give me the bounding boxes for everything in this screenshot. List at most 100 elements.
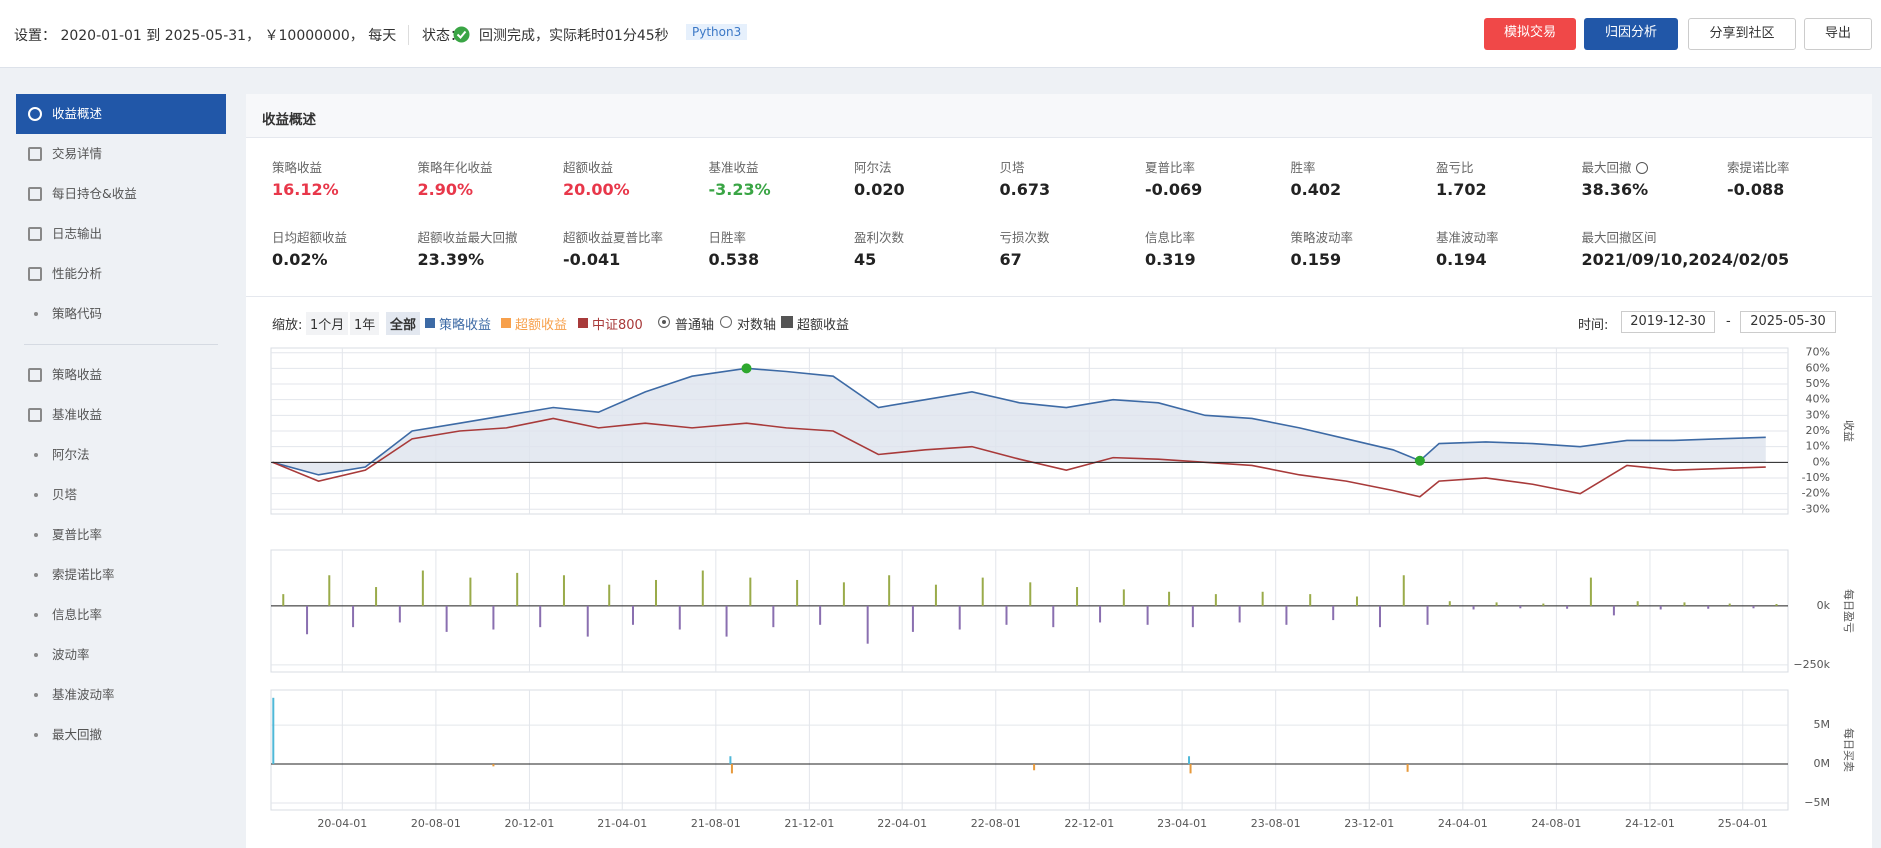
nav-item[interactable]: 性能分析 [16, 254, 226, 294]
bar [772, 605, 775, 628]
nav-item[interactable]: 波动率 [16, 635, 226, 675]
nav-item[interactable]: 策略代码 [16, 294, 226, 334]
x-tick-label: 22-04-01 [877, 817, 927, 830]
status: 回测完成，实际耗时01分45秒 [479, 28, 669, 44]
bar [1005, 605, 1008, 625]
bar [1052, 605, 1055, 628]
nav-item[interactable]: 基准收益 [16, 395, 226, 435]
nav-icon [28, 187, 42, 201]
help-icon[interactable] [1635, 162, 1648, 174]
metric-label: 阿尔法 [854, 160, 892, 175]
bar [1775, 604, 1778, 606]
bar [1214, 594, 1217, 606]
zoom-button[interactable]: 1个月 [306, 312, 349, 335]
nav-item[interactable]: 信息比率 [16, 595, 226, 635]
bar [398, 605, 401, 623]
nav-item[interactable]: 夏普比率 [16, 515, 226, 555]
attribution-button[interactable]: 归因分析 [1584, 18, 1678, 50]
bar [375, 587, 378, 606]
nav-icon [28, 107, 42, 121]
bar [866, 605, 869, 644]
bar [1033, 764, 1036, 771]
nav-item[interactable]: 收益概述 [16, 94, 226, 134]
status-label: 状态： [422, 28, 464, 44]
share-button[interactable]: 分享到社区 [1688, 18, 1796, 50]
bar [516, 572, 519, 606]
legend-label[interactable]: 策略收益 [439, 318, 492, 333]
nav-icon [34, 653, 38, 657]
sim-button[interactable]: 模拟交易 [1484, 18, 1576, 50]
metric-label: 日胜率 [708, 230, 747, 245]
metric-value: 38.36% [1581, 180, 1649, 199]
nav-item[interactable]: 贝塔 [16, 475, 226, 515]
y-tick-label: 70% [1806, 346, 1830, 359]
x-tick-label: 20-08-01 [411, 817, 461, 830]
metric-label: 胜率 [1290, 160, 1316, 175]
export-button[interactable]: 导出 [1804, 18, 1872, 50]
x-tick-label: 24-08-01 [1531, 817, 1581, 830]
metric-label: 盈利次数 [854, 230, 905, 245]
checkbox[interactable] [781, 316, 793, 328]
metric-label: 最大回撤区间 [1581, 230, 1657, 245]
bar [842, 582, 845, 606]
metric-label: 最大回撤 [1582, 157, 1648, 176]
x-tick-label: 23-12-01 [1344, 817, 1394, 830]
nav-item[interactable]: 基准波动率 [16, 675, 226, 715]
metric-value: 2021/09/10,2024/02/05 [1581, 250, 1790, 269]
bar [1448, 601, 1451, 606]
bar [1752, 605, 1755, 609]
metric-value: 0.319 [1145, 250, 1196, 269]
metric-value: 0.538 [708, 250, 760, 269]
metric-value: 0.402 [1290, 180, 1342, 199]
bar [1122, 589, 1125, 606]
nav-icon [34, 453, 38, 457]
bar [1426, 605, 1429, 625]
nav-item[interactable]: 索提诺比率 [16, 555, 226, 595]
metric-value: 1.702 [1436, 180, 1487, 199]
nav-item[interactable]: 交易详情 [16, 134, 226, 174]
y-tick-label: -20% [1802, 487, 1830, 500]
nav-item[interactable]: 最大回撤 [16, 715, 226, 755]
zoom-button[interactable]: 1年 [350, 312, 380, 335]
x-tick-label: 20-12-01 [504, 817, 554, 830]
legend-label[interactable]: 超额收益 [515, 318, 568, 333]
bar [1309, 594, 1312, 606]
bar [421, 570, 424, 606]
metric-label: 索提诺比率 [1727, 160, 1790, 175]
metric-label: 基准收益 [708, 160, 759, 175]
x-tick-label: 23-04-01 [1157, 817, 1207, 830]
legend-swatch [578, 318, 588, 328]
y-tick-label: 10% [1806, 440, 1830, 453]
nav-item[interactable]: 策略收益 [16, 355, 226, 395]
radio[interactable] [658, 316, 670, 328]
metric-label: 超额收益最大回撤 [417, 230, 518, 245]
series-line [272, 367, 1766, 476]
metric-value: 23.39% [417, 250, 485, 269]
bar [1683, 602, 1686, 606]
bar [306, 605, 309, 635]
nav-item[interactable]: 日志输出 [16, 214, 226, 254]
nav-item[interactable]: 阿尔法 [16, 435, 226, 475]
bar [730, 764, 733, 774]
zoom-button[interactable]: 全部 [386, 312, 421, 335]
axis-label: 每日买卖 [1842, 728, 1856, 772]
nav-item[interactable]: 每日持仓&收益 [16, 174, 226, 214]
radio-label: 对数轴 [737, 318, 777, 333]
bar [608, 584, 611, 606]
bar [981, 577, 984, 606]
legend-label[interactable]: 中证800 [592, 318, 643, 333]
metric-label: 贝塔 [999, 160, 1025, 175]
settings: 设置： 2020-01-01 到 2025-05-31， ￥10000000， … [14, 28, 397, 44]
time-end[interactable]: 2025-05-30 [1740, 311, 1836, 333]
y-tick-label: 30% [1806, 408, 1830, 421]
nav-icon [28, 368, 42, 382]
x-tick-label: 24-04-01 [1438, 817, 1488, 830]
header: 设置： 2020-01-01 到 2025-05-31， ￥10000000， … [0, 0, 1881, 68]
bar [1542, 603, 1545, 606]
radio[interactable] [720, 316, 732, 328]
time-start[interactable]: 2019-12-30 [1621, 311, 1715, 333]
metric-label: 信息比率 [1145, 230, 1196, 245]
bar [631, 605, 634, 625]
metric-value: 16.12% [272, 180, 339, 199]
bar [1189, 764, 1192, 774]
